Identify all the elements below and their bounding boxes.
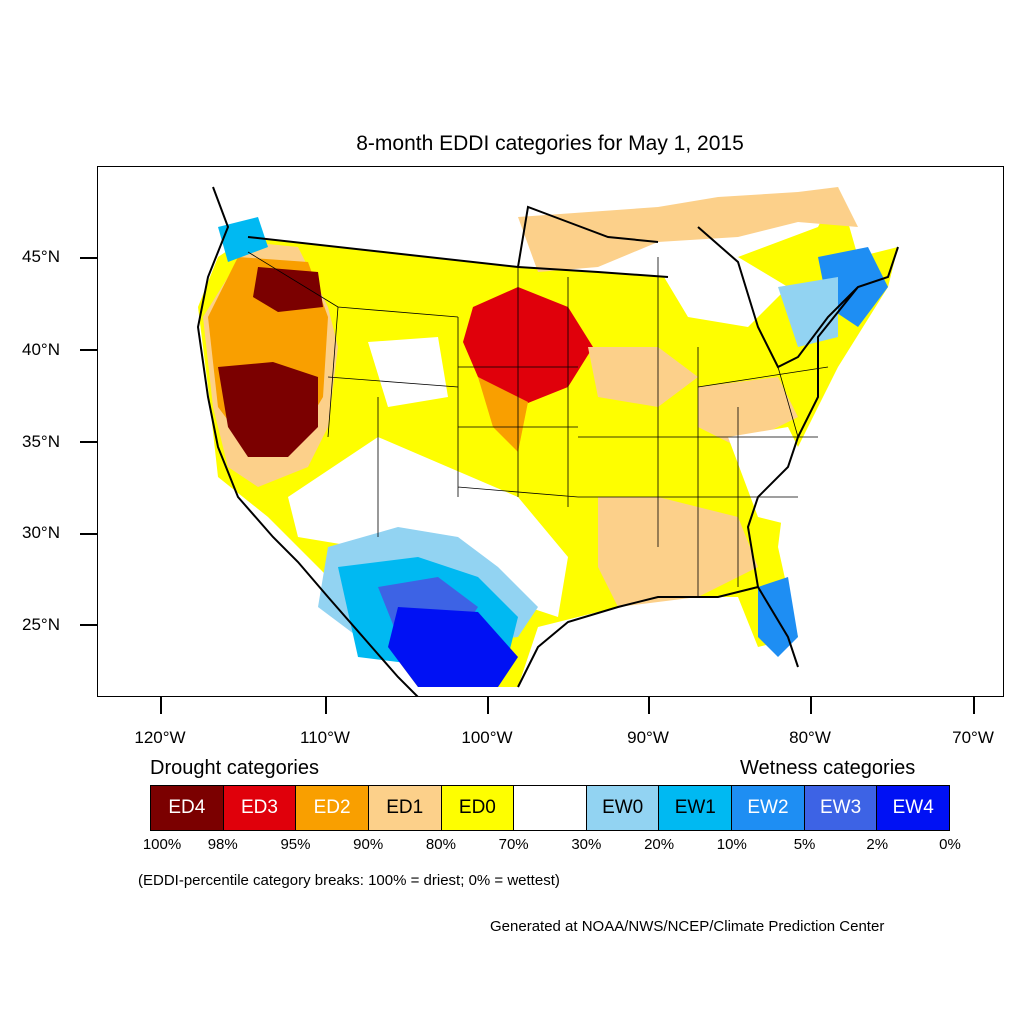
lat-tick-45 bbox=[80, 257, 97, 259]
legend-box-ed4: ED4 bbox=[151, 786, 224, 830]
lon-label-120: 120°W bbox=[134, 728, 186, 747]
wetness-heading: Wetness categories bbox=[740, 757, 916, 779]
chart-title: 8-month EDDI categories for May 1, 2015 bbox=[356, 132, 744, 155]
percent-break-label: 2% bbox=[866, 836, 889, 853]
legend-box-ew4: EW4 bbox=[877, 786, 950, 830]
lon-tick-80 bbox=[810, 697, 812, 714]
legend-box-ew2: EW2 bbox=[732, 786, 805, 830]
lon-tick-120 bbox=[160, 697, 162, 714]
lat-tick-25 bbox=[80, 624, 97, 626]
lat-label-30: 30°N bbox=[22, 523, 60, 542]
lon-tick-110 bbox=[325, 697, 327, 714]
region-ew4-texas bbox=[388, 607, 518, 687]
percent-break-label: 95% bbox=[280, 836, 311, 853]
state-borders bbox=[247, 251, 829, 597]
lat-label-35: 35°N bbox=[22, 432, 60, 451]
lon-label-110: 110°W bbox=[300, 728, 350, 747]
lon-label-90: 90°W bbox=[627, 728, 669, 747]
legend-box-ed1: ED1 bbox=[368, 786, 442, 830]
eddi-map bbox=[196, 186, 899, 696]
legend-colorbar: ED4 ED3 ED2 ED1 ED0 EW0 EW1 EW2 EW3 EW4 bbox=[150, 785, 950, 831]
lat-tick-30 bbox=[80, 533, 97, 535]
legend-box-ed2: ED2 bbox=[296, 786, 369, 830]
lat-label-45: 45°N bbox=[22, 247, 60, 266]
region-neutral-greatlakes bbox=[658, 257, 788, 327]
percent-break-label: 70% bbox=[498, 836, 529, 853]
lon-label-70: 70°W bbox=[952, 728, 994, 747]
percent-break-label: 5% bbox=[793, 836, 816, 853]
lon-tick-70 bbox=[973, 697, 975, 714]
region-ed4-basin bbox=[218, 362, 318, 457]
drought-heading: Drought categories bbox=[150, 757, 319, 779]
percent-break-label: 98% bbox=[207, 836, 238, 853]
lon-label-80: 80°W bbox=[789, 728, 831, 747]
legend-box-ew1: EW1 bbox=[659, 786, 733, 830]
percent-break-label: 20% bbox=[644, 836, 675, 853]
region-neutral-southeast bbox=[728, 427, 818, 527]
region-neutral-rockies bbox=[368, 337, 448, 407]
region-ew1-northwest bbox=[218, 217, 268, 262]
region-ed3-plains bbox=[463, 287, 593, 407]
credit-line: Generated at NOAA/NWS/NCEP/Climate Predi… bbox=[490, 918, 885, 935]
region-ed2-plains bbox=[478, 377, 528, 452]
lat-tick-40 bbox=[80, 349, 97, 351]
percent-break-label: 80% bbox=[425, 836, 456, 853]
legend-box-ew0: EW0 bbox=[586, 786, 660, 830]
region-ed1-north bbox=[518, 187, 858, 272]
percent-break-label: 90% bbox=[353, 836, 384, 853]
region-ed4-nw bbox=[253, 267, 323, 312]
coastline bbox=[196, 186, 899, 696]
legend-box-ew3: EW3 bbox=[804, 786, 878, 830]
region-ed1-south bbox=[598, 497, 758, 607]
legend-box-ed0: ED0 bbox=[441, 786, 515, 830]
percent-break-label: 30% bbox=[571, 836, 602, 853]
lon-tick-90 bbox=[648, 697, 650, 714]
lat-label-40: 40°N bbox=[22, 340, 60, 359]
lat-label-25: 25°N bbox=[22, 615, 60, 634]
percent-break-label: 0% bbox=[939, 836, 961, 853]
percent-break-label: 10% bbox=[716, 836, 747, 853]
percent-break-label: 100% bbox=[142, 836, 182, 853]
region-ed1-midwest bbox=[588, 347, 698, 407]
legend-box-neutral bbox=[514, 786, 587, 830]
lon-tick-100 bbox=[487, 697, 489, 714]
map-area bbox=[97, 166, 1004, 697]
legend-box-ed3: ED3 bbox=[223, 786, 297, 830]
category-note: (EDDI-percentile category breaks: 100% =… bbox=[138, 872, 560, 889]
lat-tick-35 bbox=[80, 441, 97, 443]
lon-label-100: 100°W bbox=[461, 728, 513, 747]
